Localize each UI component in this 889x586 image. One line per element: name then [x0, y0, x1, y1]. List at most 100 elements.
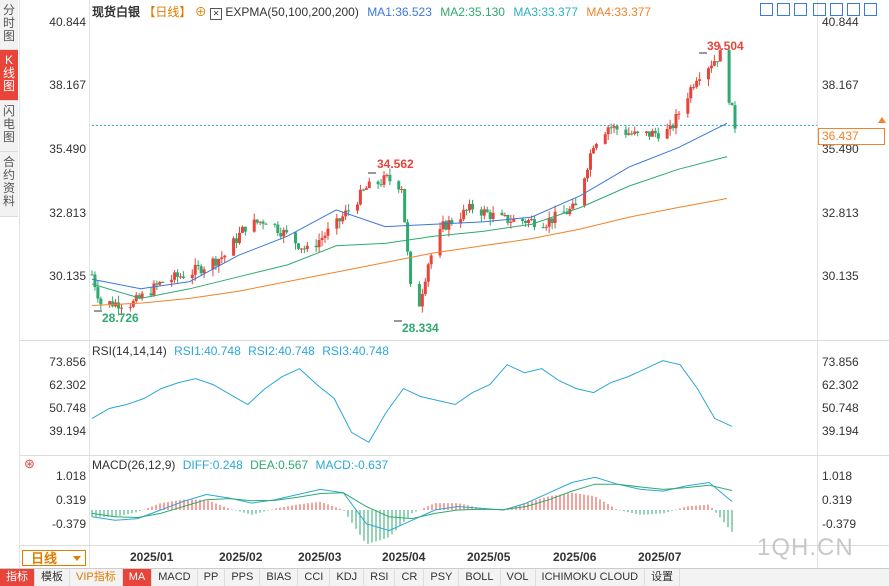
- x-label-mar: 2025/03: [298, 550, 342, 564]
- price-axis-right-4: 32.813: [822, 206, 859, 220]
- candle-body: [134, 295, 138, 302]
- candle-body: [712, 61, 716, 66]
- candle-body: [429, 255, 433, 265]
- candle-body: [323, 235, 327, 238]
- indicator-toggle-icon[interactable]: ✕: [210, 8, 223, 20]
- candle-body: [299, 248, 303, 250]
- candle-body: [677, 113, 681, 115]
- candle-body: [181, 276, 185, 279]
- candle-body: [196, 264, 200, 267]
- price-axis-left-3: 35.490: [49, 142, 86, 156]
- candle-body: [237, 232, 241, 244]
- candle-body: [158, 281, 162, 285]
- candle-body: [202, 269, 206, 274]
- candle-body: [314, 245, 318, 248]
- zoom-out-icon[interactable]: [794, 3, 807, 16]
- candle-body: [255, 219, 259, 223]
- toolbar-vol[interactable]: VOL: [501, 569, 536, 586]
- candle-body: [335, 218, 339, 229]
- tab-contract-info[interactable]: 合约资料: [0, 152, 18, 217]
- price-axis-left-2: 38.167: [49, 78, 86, 92]
- candle-body: [155, 283, 159, 285]
- chart-canvas[interactable]: 39.504 34.562 28.334 28.726: [0, 0, 889, 568]
- candle-body: [562, 211, 566, 213]
- toolbar-ichimoku[interactable]: ICHIMOKU CLOUD: [536, 569, 646, 586]
- candle-body: [529, 219, 533, 221]
- toolbar-settings[interactable]: 设置: [645, 569, 681, 586]
- candle-body: [199, 266, 203, 274]
- tab-k-chart[interactable]: K线图: [0, 50, 18, 101]
- x-label-apr: 2025/04: [382, 550, 426, 564]
- close-panel-icon[interactable]: [864, 3, 877, 16]
- macd-axis-right-2: 0.319: [822, 493, 853, 507]
- candle-body: [647, 131, 651, 137]
- toolbar-rsi[interactable]: RSI: [364, 569, 396, 586]
- divider-price-rsi: [20, 340, 889, 341]
- candle-body: [653, 130, 657, 134]
- candle-body: [273, 223, 277, 225]
- tab-flash-chart-label: 闪电图: [2, 104, 15, 144]
- fit-icon[interactable]: [760, 3, 773, 16]
- toolbar-psy[interactable]: PSY: [424, 569, 460, 586]
- crosshair-icon[interactable]: ⊛: [24, 456, 35, 471]
- macd-axis-left-2: 0.319: [55, 493, 86, 507]
- candle-body: [296, 243, 300, 249]
- candle-body: [243, 226, 247, 232]
- candle-body: [506, 214, 510, 223]
- candle-body: [355, 204, 359, 211]
- candle-body: [730, 102, 734, 106]
- macd-dea-line: [91, 483, 733, 520]
- toolbar-bias[interactable]: BIAS: [260, 569, 299, 586]
- toolbar-macd[interactable]: MACD: [152, 569, 198, 586]
- tab-time-chart-label: 分时图: [2, 3, 15, 43]
- toolbar-vip-indicator[interactable]: VIP指标: [70, 569, 123, 586]
- candle-body: [588, 153, 592, 170]
- settings-icon[interactable]: ⊕: [194, 5, 207, 19]
- screenshot-icon[interactable]: [830, 3, 843, 16]
- candle-body: [161, 281, 165, 283]
- candle-body: [615, 126, 619, 130]
- candle-body: [665, 129, 669, 139]
- candle-body: [173, 272, 177, 280]
- toolbar-indicator[interactable]: 指标: [0, 569, 35, 586]
- tab-k-chart-label: K线图: [2, 53, 15, 93]
- rsi-line: [91, 360, 733, 443]
- candle-body: [668, 125, 672, 130]
- candle-body: [193, 264, 197, 275]
- candle-body: [252, 219, 256, 232]
- candle-body: [152, 283, 156, 296]
- period-button[interactable]: 日线: [22, 550, 86, 566]
- macd-hist-value: MACD:-0.637: [315, 458, 389, 472]
- candle-body: [117, 302, 121, 309]
- candle-body: [715, 61, 719, 63]
- ema-line-ma1: [91, 122, 728, 290]
- candle-body: [190, 274, 194, 279]
- price-axis-right-3: 35.490: [822, 142, 859, 156]
- candle-body: [347, 210, 351, 212]
- candle-body: [470, 203, 474, 210]
- annotation-low: 28.334: [402, 321, 439, 335]
- tab-flash-chart[interactable]: 闪电图: [0, 101, 18, 152]
- candle-body: [423, 281, 427, 295]
- toolbar-ma[interactable]: MA: [122, 569, 153, 586]
- toolbar-cr[interactable]: CR: [395, 569, 425, 586]
- toolbar-template[interactable]: 模板: [35, 569, 70, 586]
- toolbar-kdj[interactable]: KDJ: [330, 569, 365, 586]
- tab-time-chart[interactable]: 分时图: [0, 0, 18, 50]
- zoom-in-icon[interactable]: [777, 3, 790, 16]
- settings-grid-icon[interactable]: [847, 3, 860, 16]
- macd-diff-line: [91, 476, 733, 532]
- toolbar-pps[interactable]: PPS: [225, 569, 261, 586]
- macd-legend: MACD(26,12,9) DIFF:0.248 DEA:0.567 MACD:…: [92, 458, 388, 472]
- toolbar-cci[interactable]: CCI: [298, 569, 331, 586]
- period-label: 【日线】: [143, 5, 192, 19]
- candle-body: [695, 80, 699, 88]
- candle-body: [527, 220, 531, 224]
- toolbar-boll[interactable]: BOLL: [459, 569, 501, 586]
- toolbar-pp[interactable]: PP: [198, 569, 226, 586]
- fullscreen-icon[interactable]: [813, 3, 826, 16]
- ma3-value: MA3:33.377: [513, 5, 579, 19]
- candle-body: [93, 274, 97, 288]
- candle-body: [606, 127, 610, 135]
- price-axis-left-1: 40.844: [49, 15, 86, 29]
